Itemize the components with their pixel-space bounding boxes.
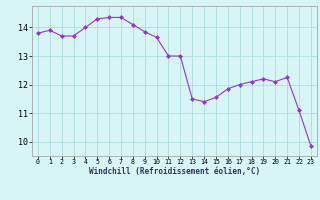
X-axis label: Windchill (Refroidissement éolien,°C): Windchill (Refroidissement éolien,°C) — [89, 167, 260, 176]
